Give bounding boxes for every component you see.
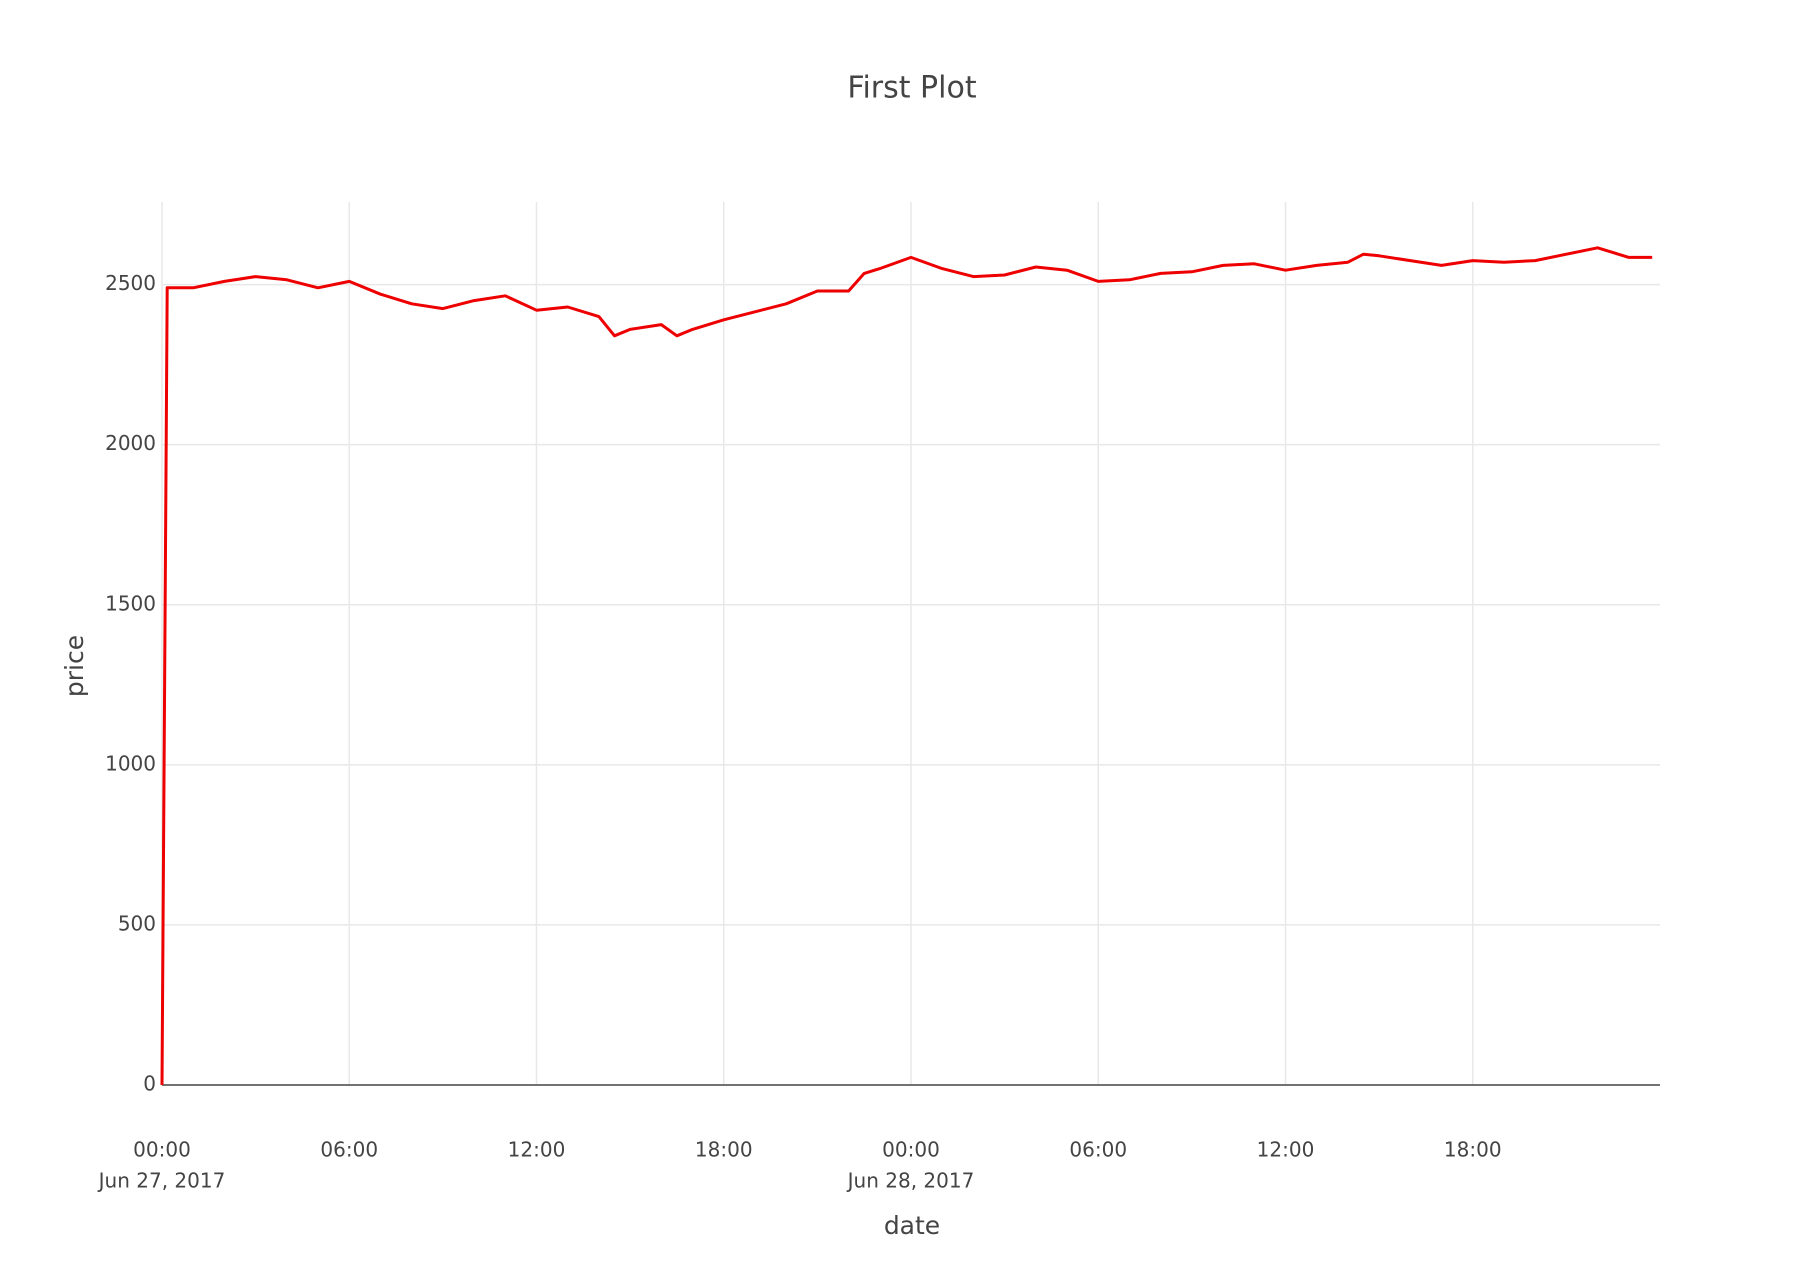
y-tick-label: 0: [143, 1072, 156, 1096]
x-tick-label: Jun 27, 2017: [97, 1169, 226, 1193]
y-tick-label: 1000: [105, 751, 156, 775]
y-axis-title: price: [60, 635, 89, 697]
y-tick-label: 1500: [105, 591, 156, 615]
y-tick-label: 500: [118, 911, 156, 935]
y-tick-label: 2500: [105, 271, 156, 295]
chart-title: First Plot: [847, 71, 976, 106]
x-tick-label: 12:00: [508, 1138, 566, 1162]
line-series: [160, 246, 1653, 1086]
x-tick-label: 18:00: [695, 1138, 753, 1162]
x-tick-label: 18:00: [1444, 1138, 1502, 1162]
x-tick-label: 06:00: [1069, 1138, 1127, 1162]
y-tick-label: 2000: [105, 431, 156, 455]
x-tick-label: 00:00: [882, 1138, 940, 1162]
x-tick-label: 12:00: [1257, 1138, 1315, 1162]
x-axis-title: date: [884, 1211, 940, 1240]
x-tick-label: 06:00: [320, 1138, 378, 1162]
x-tick-label: 00:00: [133, 1138, 191, 1162]
x-tick-label: Jun 28, 2017: [846, 1169, 975, 1193]
